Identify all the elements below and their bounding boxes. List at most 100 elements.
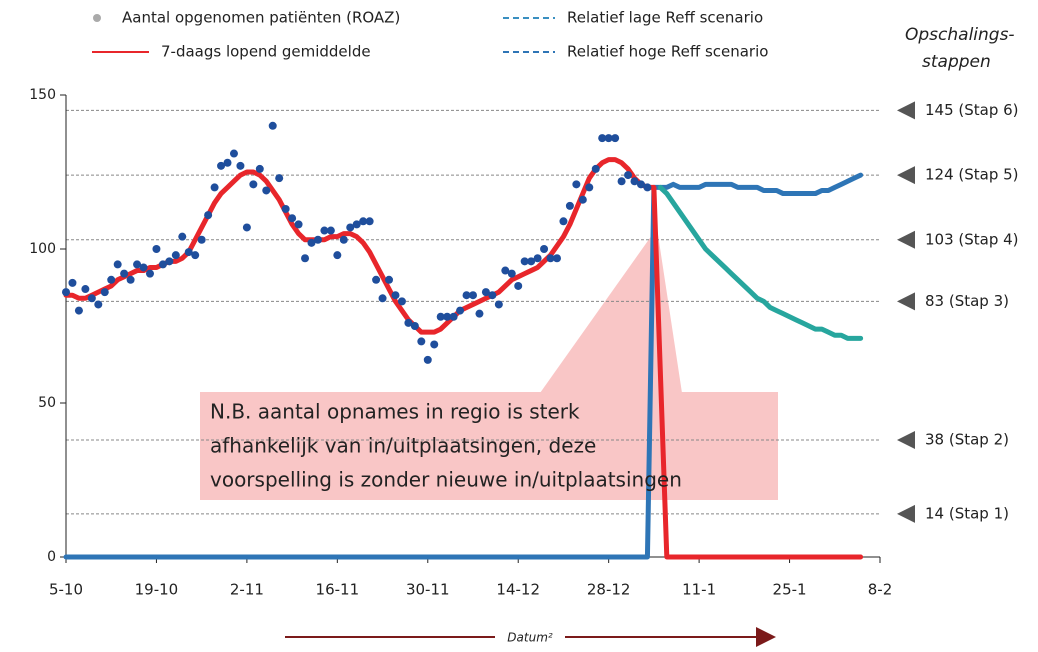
data-point (385, 275, 394, 284)
annotation-text: voorspelling is zonder nieuwe in/uitplaa… (210, 468, 682, 492)
data-point (365, 217, 374, 226)
x-tick-label: 2-11 (230, 581, 264, 599)
y-tick-label: 50 (38, 395, 56, 411)
data-point (210, 183, 219, 192)
data-point (120, 269, 129, 278)
data-point (527, 257, 536, 266)
data-point (469, 291, 477, 300)
data-point (281, 204, 290, 213)
data-point (313, 235, 322, 244)
data-point (326, 226, 335, 235)
legend-marker (93, 14, 101, 22)
x-tick-label: 16-11 (316, 581, 360, 599)
data-point (178, 232, 187, 241)
legend-label: Relatief hoge Reff scenario (567, 43, 768, 61)
y-tick-label: 0 (47, 549, 56, 565)
annotation-box (200, 392, 778, 500)
callout-pointer (540, 228, 682, 393)
annotation-text: N.B. aantal opnames in regio is sterk (210, 400, 580, 424)
level-marker (897, 101, 915, 120)
data-point (255, 164, 264, 173)
data-point (152, 245, 161, 253)
data-point (636, 180, 645, 189)
data-point (249, 180, 258, 189)
data-point (410, 322, 419, 330)
data-point (643, 183, 652, 192)
x-tick-label: 5-10 (49, 581, 83, 599)
data-point (339, 235, 348, 244)
level-label: 145 (Stap 6) (925, 101, 1019, 119)
x-label: Datum² (507, 631, 553, 645)
data-point (417, 337, 426, 346)
series-line (657, 184, 864, 341)
levels-title: Opschalings- (905, 25, 1015, 45)
data-point (352, 220, 361, 229)
data-point (540, 245, 549, 253)
data-point (288, 214, 297, 223)
data-point (630, 177, 639, 186)
data-point (436, 312, 445, 321)
level-label: 124 (Stap 5) (925, 166, 1019, 184)
data-point (62, 288, 70, 297)
data-point (204, 211, 213, 220)
data-point (481, 288, 490, 297)
data-point (268, 121, 277, 130)
data-point (585, 183, 594, 192)
series-line (63, 172, 864, 560)
data-point (100, 288, 109, 297)
data-point (404, 318, 413, 327)
data-point (449, 312, 458, 321)
data-point (294, 220, 303, 229)
x-tick-label: 30-11 (406, 581, 450, 599)
legend-label: 7-daags lopend gemiddelde (161, 43, 371, 61)
data-point (565, 201, 574, 210)
data-point (94, 300, 103, 309)
data-point (223, 158, 232, 167)
data-point (372, 275, 381, 284)
data-point (591, 164, 600, 173)
data-point (242, 223, 251, 232)
data-point (443, 312, 452, 321)
data-point (617, 177, 626, 186)
x-tick-label: 25-1 (773, 581, 807, 599)
data-point (301, 254, 310, 263)
data-point (359, 217, 368, 226)
data-point (139, 263, 148, 272)
y-tick-label: 100 (29, 241, 56, 257)
x-tick-label: 19-10 (135, 581, 179, 599)
x-tick-label: 28-12 (587, 581, 631, 599)
data-point (113, 260, 122, 269)
data-point (423, 355, 432, 364)
data-point (307, 238, 316, 247)
data-point (611, 134, 620, 143)
data-point (462, 291, 471, 300)
data-point (507, 269, 516, 278)
data-point (171, 251, 180, 260)
data-point (320, 226, 329, 235)
level-marker (897, 292, 915, 311)
data-point (559, 217, 568, 226)
level-marker (897, 430, 915, 449)
x-tick-label: 11-1 (682, 581, 716, 599)
data-point (578, 195, 587, 204)
data-point (494, 300, 503, 309)
data-point (107, 275, 116, 284)
data-point (546, 254, 555, 263)
level-label: 38 (Stap 2) (925, 430, 1009, 448)
data-point (552, 254, 561, 263)
level-marker (897, 504, 915, 523)
data-point (514, 281, 523, 290)
x-arrowhead (756, 627, 776, 647)
data-point (275, 174, 284, 183)
data-point (456, 306, 465, 315)
data-point (87, 294, 96, 303)
level-marker (897, 166, 915, 185)
data-point (572, 180, 581, 189)
data-point (604, 134, 613, 143)
level-label: 83 (Stap 3) (925, 292, 1009, 310)
data-point (158, 260, 167, 269)
data-point (236, 161, 245, 170)
data-point (165, 257, 174, 266)
data-point (191, 251, 200, 260)
